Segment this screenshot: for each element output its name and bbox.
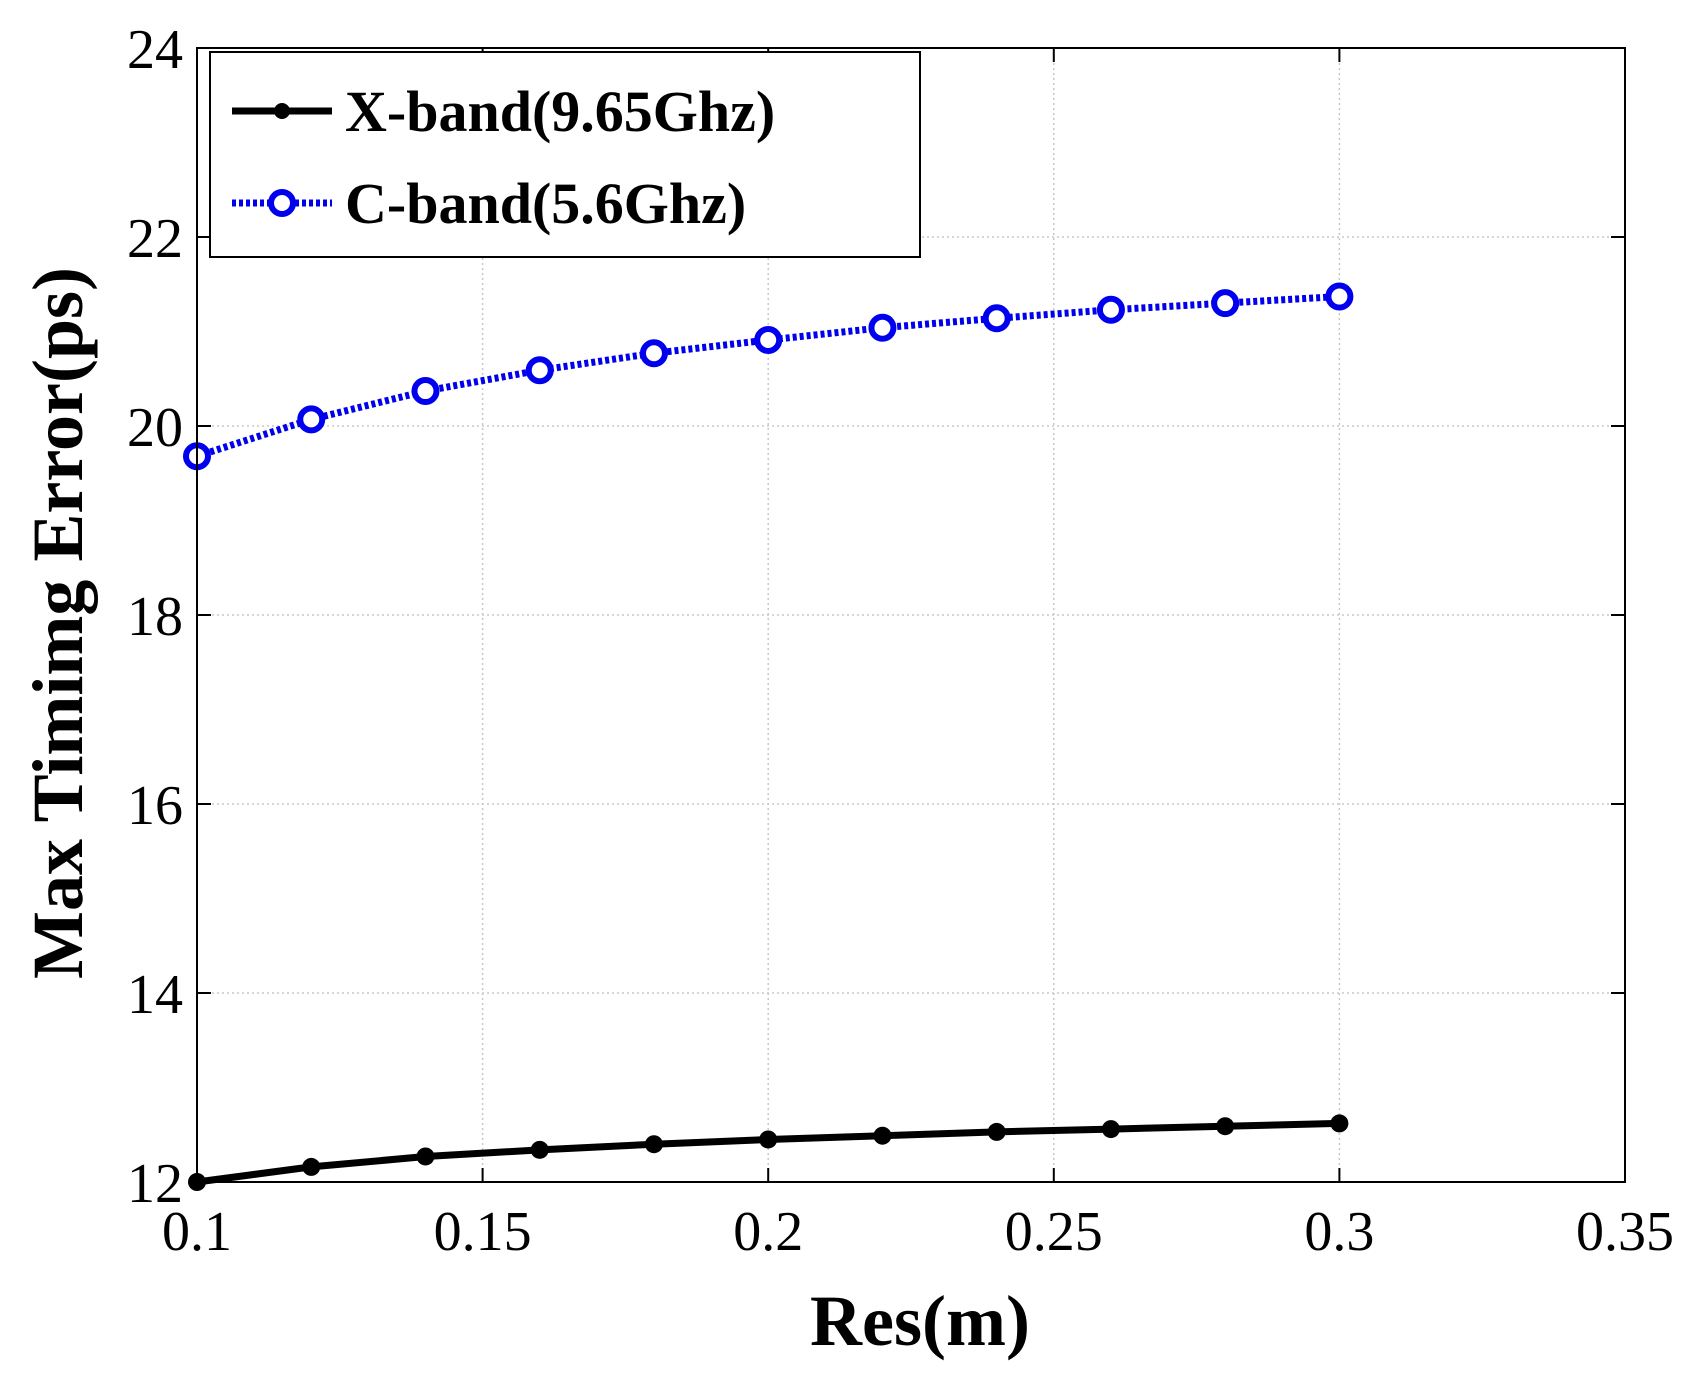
data-point-x-band: [530, 1140, 549, 1159]
legend-label-x-band: X-band(9.65Ghz): [345, 79, 775, 144]
data-point-c-band: [297, 405, 326, 434]
data-point-c-band: [1096, 295, 1125, 324]
grid-lines: [197, 48, 1625, 1182]
legend-marker-x-band: [274, 103, 290, 119]
y-tick-label: 12: [127, 1153, 183, 1215]
y-tick-label: 18: [127, 586, 183, 648]
y-tick-label: 22: [127, 208, 183, 270]
series-line-c-band: [195, 293, 1340, 460]
x-tick-label: 0.15: [434, 1201, 532, 1263]
data-point-c-band: [639, 339, 668, 368]
data-point-c-band: [411, 377, 440, 406]
x-tick-label: 0.1: [162, 1201, 232, 1263]
legend-label-c-band: C-band(5.6Ghz): [345, 171, 746, 236]
y-tick-label: 20: [127, 397, 183, 459]
y-tick-label: 16: [127, 775, 183, 837]
legend-box: [209, 51, 921, 258]
x-tick-label: 0.2: [733, 1201, 803, 1263]
data-point-c-band: [868, 313, 897, 342]
y-tick-label: 24: [127, 19, 183, 81]
x-tick-label: 0.3: [1304, 1201, 1374, 1263]
y-tick-label: 14: [127, 964, 183, 1026]
x-tick-label: 0.35: [1576, 1201, 1674, 1263]
data-point-c-band: [525, 356, 554, 385]
data-point-x-band: [1216, 1117, 1235, 1136]
data-point-x-band: [644, 1135, 663, 1154]
axis-ticks: 0.1 0.15 0.2 0.25 0.3 0.35 12 14 16 18 20 22 24: [127, 19, 1674, 1263]
data-point-c-band: [754, 326, 783, 355]
x-axis-label: Res(m): [810, 1281, 1030, 1361]
data-point-x-band: [987, 1122, 1006, 1141]
data-point-x-band: [302, 1157, 321, 1176]
legend-marker-c-band: [268, 189, 296, 217]
series-layer: [183, 282, 1354, 1191]
data-point-c-band: [1211, 289, 1240, 318]
legend: X-band(9.65Ghz) C-band(5.6Ghz): [209, 51, 921, 258]
x-tick-label: 0.25: [1005, 1201, 1103, 1263]
data-point-x-band: [873, 1126, 892, 1145]
y-axis-label: Max Timimg Error(ps): [18, 267, 98, 979]
data-point-x-band: [759, 1130, 778, 1149]
data-point-x-band: [1101, 1120, 1120, 1139]
data-point-c-band: [1325, 282, 1354, 311]
data-point-x-band: [416, 1147, 435, 1166]
data-point-x-band: [1330, 1114, 1349, 1133]
data-point-c-band: [982, 304, 1011, 333]
